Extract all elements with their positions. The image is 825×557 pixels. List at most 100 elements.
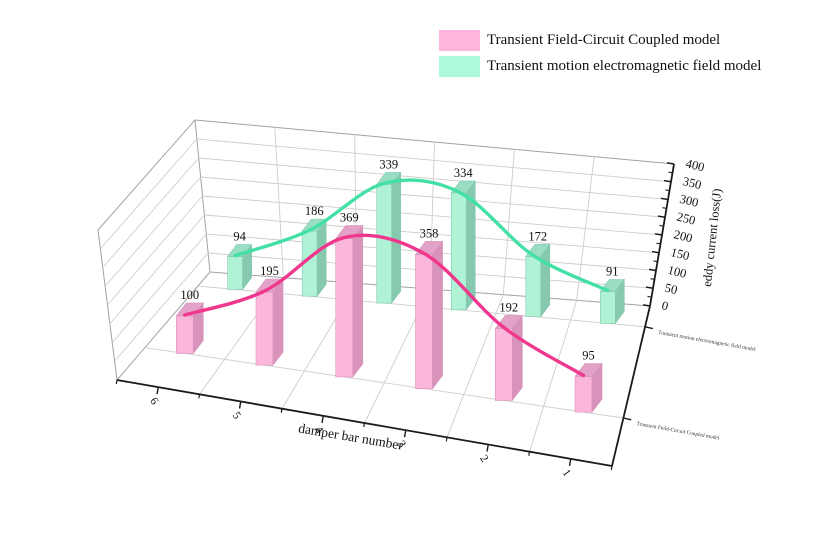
depth-tick (623, 417, 632, 421)
bar-value-label: 186 (305, 204, 324, 218)
bar-value-label: 94 (233, 230, 246, 244)
x-tick-label: 1 (560, 467, 573, 479)
x-tick-label: 6 (147, 396, 160, 408)
gridline (109, 214, 205, 325)
bar-side-face (540, 243, 551, 318)
z-major-tick (651, 250, 660, 254)
z-tick-label: 250 (675, 210, 697, 228)
z-minor-tick (659, 224, 664, 227)
z-major-tick (666, 162, 675, 165)
gridline (114, 252, 209, 362)
z-major-tick (654, 233, 663, 236)
bar-front-face (494, 328, 513, 401)
x-minor-tick (115, 379, 118, 385)
x-minor-tick (363, 422, 366, 428)
depth-tick (644, 326, 654, 330)
bar-front-face (599, 291, 616, 324)
depth-tick-label: Transient Field-Circuit Coupled model (636, 421, 720, 442)
bar-value-label: 339 (379, 157, 398, 171)
bar-side-face (352, 224, 364, 378)
bar-side-face (316, 218, 327, 298)
bar-side-face (511, 314, 523, 402)
bar-front-face (175, 315, 194, 354)
z-tick-label: 50 (663, 281, 679, 298)
bar-front-face (450, 192, 467, 311)
gridline (104, 176, 201, 287)
bar-value-label: 95 (582, 349, 595, 363)
bar-front-face (415, 254, 433, 389)
z-major-tick (657, 215, 666, 218)
gridline (102, 157, 200, 268)
bar-front-face (255, 291, 274, 366)
legend: Transient Field-Circuit Coupled model Tr… (439, 30, 761, 77)
z-minor-tick (647, 295, 652, 298)
z-tick-label: 300 (678, 192, 700, 210)
bar-front-face (574, 376, 593, 413)
bar-value-label: 358 (420, 226, 439, 240)
z-major-tick (663, 179, 672, 183)
z-minor-tick (650, 278, 655, 280)
z-tick-label: 0 (660, 298, 669, 313)
z-tick-label: 200 (672, 227, 694, 245)
z-minor-tick (665, 189, 670, 192)
x-major-tick (568, 458, 572, 466)
depth-tick-label: Transient motion electromagnetic field m… (658, 329, 757, 353)
bar-value-label: 195 (260, 264, 279, 278)
x-tick-label: 4 (312, 424, 325, 436)
bar-value-label: 91 (606, 265, 619, 279)
bar-front-face (227, 256, 243, 290)
left-wall-top-edge (97, 119, 196, 231)
x-major-tick (403, 430, 407, 438)
bar-value-label: 334 (454, 166, 474, 180)
legend-swatch-pink (439, 30, 480, 51)
gridline (111, 233, 207, 343)
bar-value-label: 100 (180, 288, 199, 302)
x-major-tick (156, 387, 159, 395)
z-major-tick (660, 197, 669, 201)
x-minor-tick (198, 394, 201, 399)
bar-value-label: 192 (499, 300, 518, 314)
depth-axis (611, 305, 651, 467)
legend-label: Transient motion electromagnetic field m… (487, 58, 762, 74)
gridline (446, 294, 504, 438)
bar-side-face (272, 278, 284, 367)
x-tick-label: 3 (395, 439, 408, 451)
bar-front-face (376, 184, 393, 304)
z-axis-title: eddy current loss(J) (700, 188, 724, 288)
legend-item: Transient motion electromagnetic field m… (439, 56, 761, 77)
z-major-tick (645, 286, 654, 289)
x-tick-label: 2 (477, 453, 490, 465)
x-minor-tick (445, 437, 448, 442)
z-minor-tick (653, 260, 658, 263)
trend-curve (183, 233, 586, 378)
z-tick-label: 400 (684, 156, 706, 174)
gridline (529, 300, 578, 452)
x-major-tick (238, 401, 242, 409)
x-major-tick (486, 444, 489, 452)
x-major-tick (321, 415, 324, 423)
z-minor-tick (656, 242, 661, 245)
bar-top-face (227, 244, 253, 257)
bar-side-face (391, 171, 402, 304)
legend-item: Transient Field-Circuit Coupled model (439, 30, 761, 51)
x-minor-tick (528, 451, 531, 456)
floor-row-line (144, 347, 624, 419)
bar-value-label: 172 (528, 229, 547, 243)
x-minor-tick (280, 408, 283, 413)
bar-top-face (175, 302, 204, 317)
legend-label: Transient Field-Circuit Coupled model (487, 32, 721, 48)
bar-front-face (335, 238, 354, 378)
z-tick-label: 100 (666, 263, 688, 281)
x-minor-tick (610, 465, 613, 471)
bar-front-face (525, 256, 542, 317)
x-tick-label: 5 (230, 410, 243, 422)
gridline (502, 149, 515, 295)
z-minor-tick (668, 171, 673, 174)
z-minor-tick (662, 207, 667, 209)
z-major-tick (642, 304, 651, 307)
legend-swatch-green (439, 56, 480, 77)
gridline (576, 156, 595, 301)
gridline (107, 195, 203, 306)
